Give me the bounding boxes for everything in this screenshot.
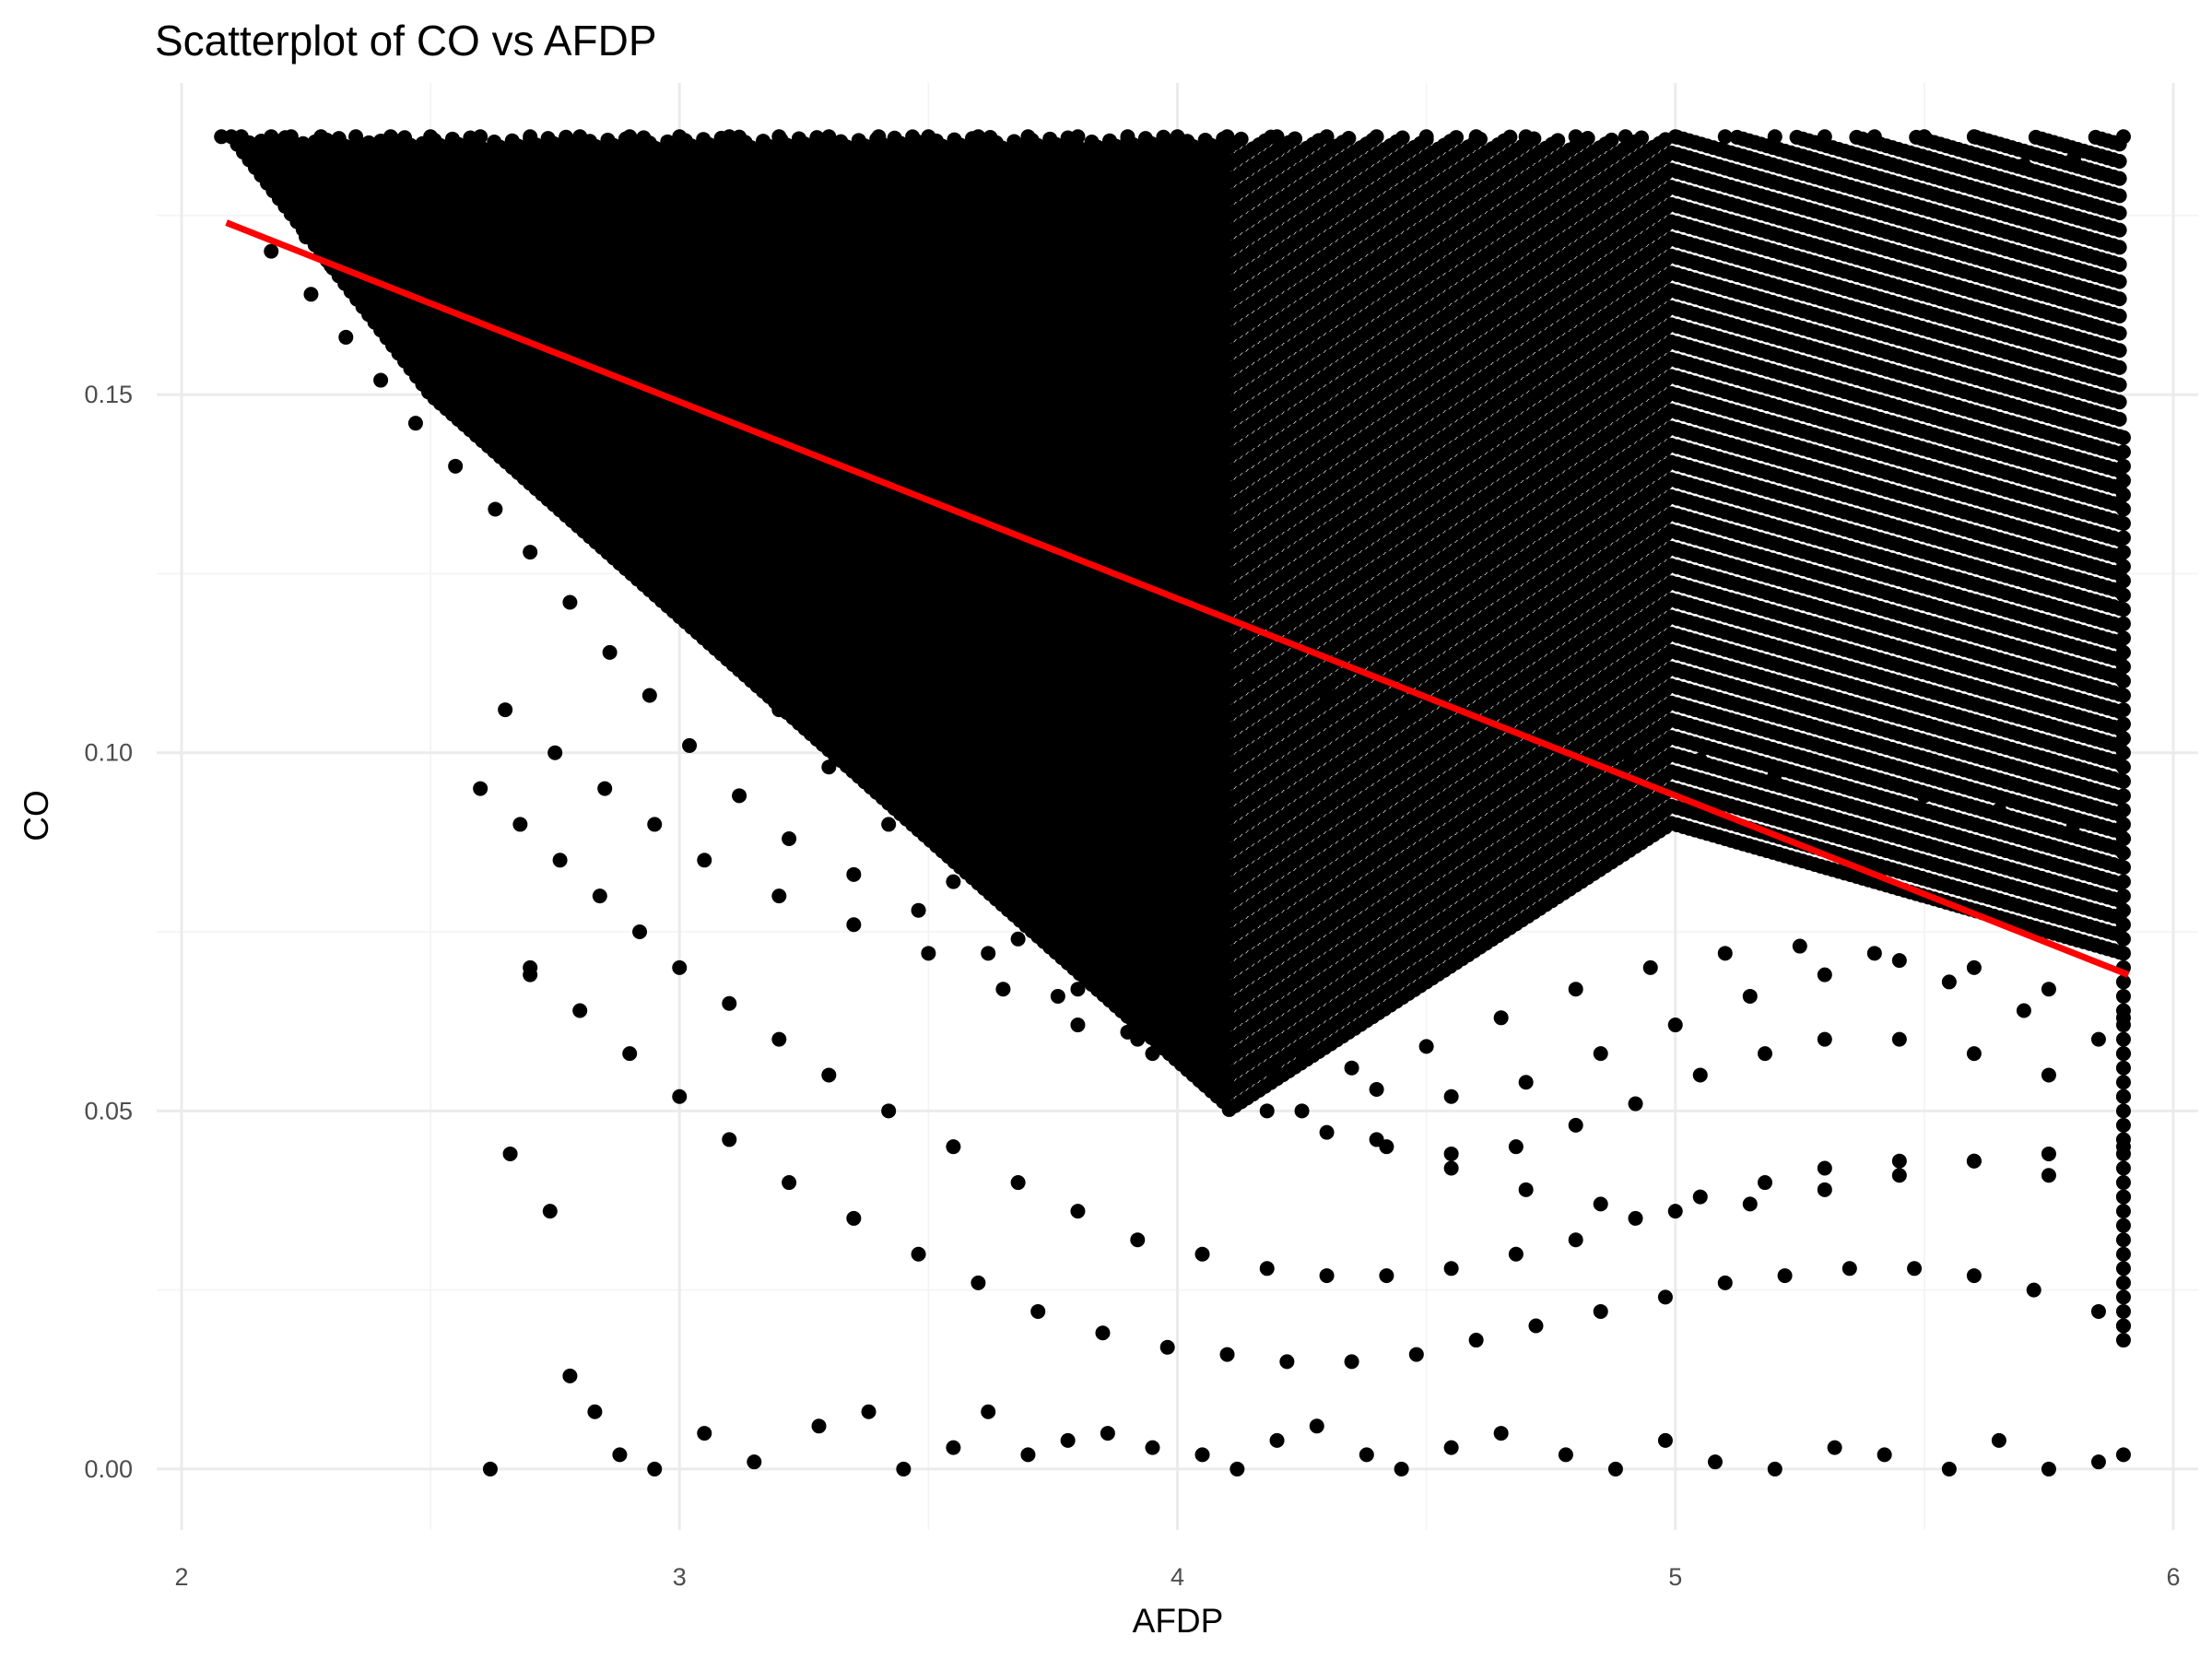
chart-container: 2 3 4 5 6 0.00 0.05 0.10 0.15 Scatterplot of CO …: [18, 17, 2198, 1640]
scatter-chart: 2 3 4 5 60.000.050.100.15 Scatterplot of CO …: [18, 17, 2198, 1640]
